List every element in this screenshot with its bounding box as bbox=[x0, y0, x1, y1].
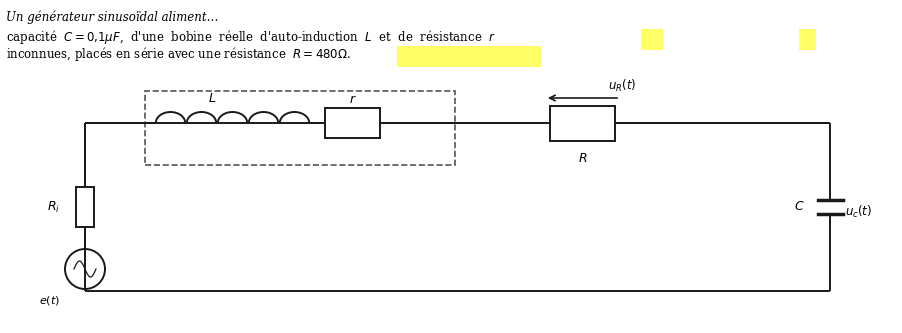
Text: $L$: $L$ bbox=[208, 92, 216, 105]
Text: $u_R(t)$: $u_R(t)$ bbox=[608, 78, 636, 94]
Bar bbox=[145, 91, 455, 165]
Bar bbox=[76, 187, 94, 227]
Bar bbox=[549, 106, 614, 141]
Bar bbox=[325, 108, 380, 138]
FancyBboxPatch shape bbox=[640, 29, 662, 50]
Text: capacité  $C = 0{,}1\mu F$,  d'une  bobine  réelle  d'auto-induction  $L$  et  d: capacité $C = 0{,}1\mu F$, d'une bobine … bbox=[6, 28, 495, 46]
Text: $e(t)$: $e(t)$ bbox=[39, 294, 60, 307]
Text: $r$: $r$ bbox=[348, 93, 356, 106]
Text: Un générateur sinusoïdal aliment…: Un générateur sinusoïdal aliment… bbox=[6, 11, 218, 25]
FancyBboxPatch shape bbox=[397, 46, 540, 67]
Text: $u_c(t)$: $u_c(t)$ bbox=[844, 204, 871, 220]
FancyBboxPatch shape bbox=[798, 29, 815, 50]
Text: inconnues, placés en série avec une résistance  $R = 480\Omega$.: inconnues, placés en série avec une rési… bbox=[6, 45, 351, 63]
Text: $R_i$: $R_i$ bbox=[47, 199, 60, 214]
Text: $R$: $R$ bbox=[577, 153, 586, 166]
Text: $C$: $C$ bbox=[794, 200, 804, 213]
